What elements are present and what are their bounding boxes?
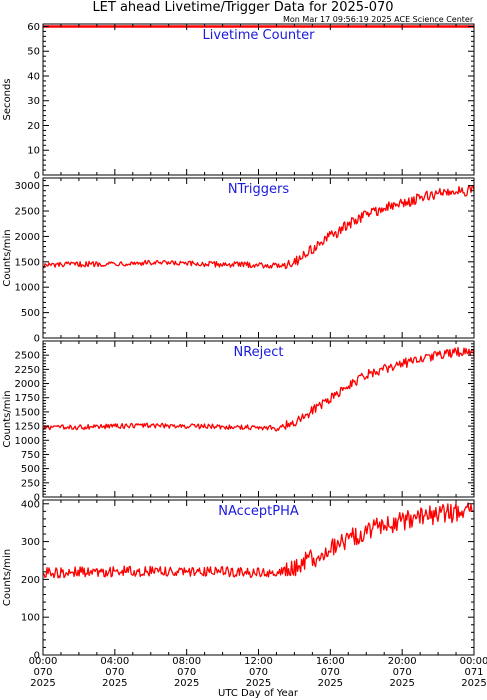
y-tick-label: 100 <box>21 613 40 624</box>
y-tick-label: 3000 <box>15 181 40 192</box>
y-tick-label: 1500 <box>15 257 40 268</box>
y-tick-label: 0 <box>34 493 40 504</box>
plot-frame <box>42 340 475 498</box>
panel-3: 0 250 500 750 1000 1250 1500 1750 2000 2250 2500 NR… <box>2 340 475 504</box>
plot-frame <box>42 23 475 176</box>
y-tick-label: 1000 <box>15 436 40 447</box>
y-tick-label: 2250 <box>15 365 40 376</box>
x-tick-label-year: 2025 <box>246 678 271 689</box>
x-tick-label-time: 08:00 <box>172 656 201 667</box>
y-tick-label: 2000 <box>15 232 40 243</box>
x-tick-label-doy: 070 <box>321 667 340 678</box>
series-line <box>42 184 475 270</box>
y-tick-label: 20 <box>27 121 40 132</box>
x-tick-label-doy: 070 <box>33 667 52 678</box>
y-axis-label: Counts/min <box>2 390 13 447</box>
y-tick-label: 1250 <box>15 422 40 433</box>
y-tick-label: 400 <box>21 499 40 510</box>
x-tick-label-doy: 071 <box>464 667 483 678</box>
y-tick-label: 2500 <box>15 351 40 362</box>
x-tick-label-doy: 070 <box>177 667 196 678</box>
y-tick-label: 1000 <box>15 283 40 294</box>
y-tick-label: 250 <box>21 478 40 489</box>
x-tick-label-year: 2025 <box>389 678 414 689</box>
y-tick-label: 200 <box>21 575 40 586</box>
x-tick-label-year: 2025 <box>102 678 127 689</box>
panel-title: NReject <box>233 345 283 360</box>
y-axis-label: Counts/min <box>2 229 13 286</box>
x-tick-label-year: 2025 <box>461 678 486 689</box>
y-tick-label: 30 <box>27 96 40 107</box>
chart-title: LET ahead Livetime/Trigger Data for 2025… <box>92 0 393 15</box>
panel-4: 0 100 200 300 400 NAcceptPHA Counts/min <box>2 499 475 662</box>
y-tick-label: 500 <box>21 308 40 319</box>
x-tick-label-time: 00:00 <box>29 656 58 667</box>
y-tick-label: 60 <box>27 22 40 33</box>
x-tick-label-time: 04:00 <box>100 656 129 667</box>
y-tick-label: 750 <box>21 450 40 461</box>
panel-title: NAcceptPHA <box>218 504 299 519</box>
x-tick-label-year: 2025 <box>30 678 55 689</box>
x-tick-label-time: 00:00 <box>460 656 487 667</box>
x-tick-label-time: 20:00 <box>388 656 417 667</box>
y-tick-label: 10 <box>27 146 40 157</box>
y-tick-label: 0 <box>34 171 40 182</box>
y-tick-label: 40 <box>27 71 40 82</box>
panel-2: 0 500 1000 1500 2000 2500 3000 NTriggers Counts/… <box>2 177 475 345</box>
y-tick-label: 2500 <box>15 207 40 218</box>
timestamp-label: Mon Mar 17 09:56:19 2025 ACE Science Cen… <box>283 15 474 24</box>
panel-1: 0 10 20 30 40 50 60 Livetime Counter Seconds <box>2 22 475 182</box>
x-tick-label-doy: 070 <box>105 667 124 678</box>
series-line <box>42 502 475 579</box>
y-tick-label: 0 <box>34 334 40 345</box>
y-tick-label: 50 <box>27 47 40 58</box>
y-tick-label: 0 <box>34 651 40 662</box>
panels: 0 10 20 30 40 50 60 Livetime Counter Seconds 0 500… <box>2 22 475 662</box>
x-tick-label-time: 12:00 <box>244 656 273 667</box>
y-tick-label: 2000 <box>15 379 40 390</box>
y-tick-label: 1750 <box>15 393 40 404</box>
x-tick-label-year: 2025 <box>318 678 343 689</box>
y-tick-label: 1500 <box>15 407 40 418</box>
y-tick-label: 500 <box>21 464 40 475</box>
x-axis: 00:00070202504:00070202508:00070202512:0… <box>29 656 487 689</box>
y-axis-label: Seconds <box>2 78 13 120</box>
x-tick-label-time: 16:00 <box>316 656 345 667</box>
x-tick-label-doy: 070 <box>393 667 412 678</box>
panel-title: NTriggers <box>228 182 290 197</box>
y-tick-label: 300 <box>21 537 40 548</box>
x-tick-label-year: 2025 <box>174 678 199 689</box>
panel-title: Livetime Counter <box>203 28 316 43</box>
x-axis-label: UTC Day of Year <box>218 688 299 699</box>
series-line <box>42 346 475 432</box>
y-axis-label: Counts/min <box>2 549 13 606</box>
x-tick-label-doy: 070 <box>249 667 268 678</box>
